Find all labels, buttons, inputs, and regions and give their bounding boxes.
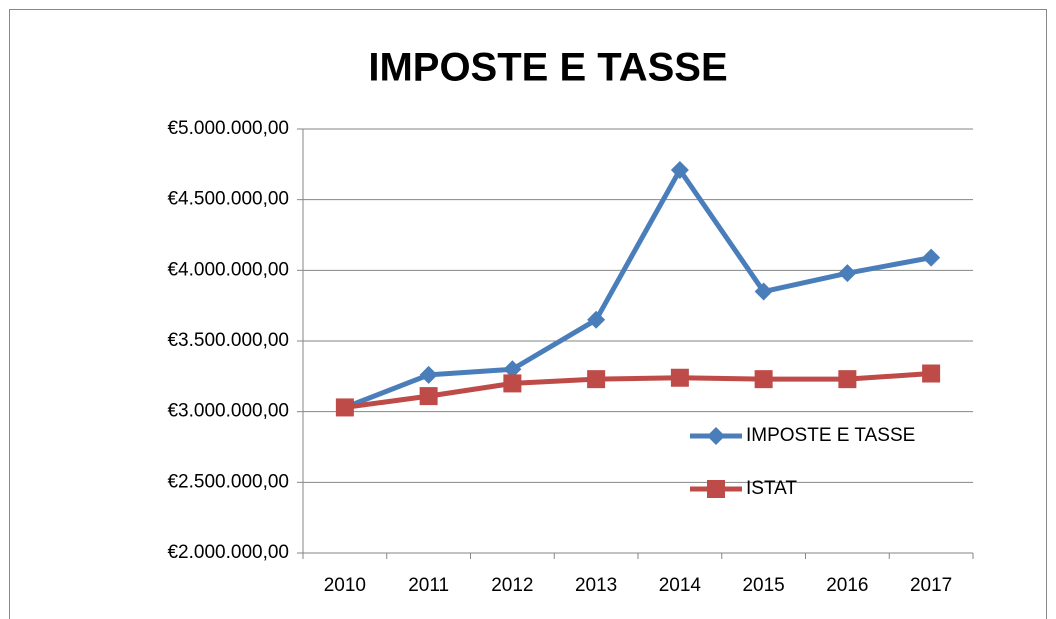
point [838, 370, 857, 389]
y-tick-label: €4.000.000,00 [167, 259, 289, 280]
point [922, 364, 941, 383]
y-tick-label: €2.500.000,00 [167, 471, 289, 492]
x-tick-label: 2016 [826, 575, 868, 596]
y-tick-label: €2.000.000,00 [167, 542, 289, 563]
x-tick-label: 2015 [742, 575, 784, 596]
chart-title: IMPOSTE E TASSE [368, 46, 727, 90]
point [707, 427, 725, 445]
legend-label: ISTAT [746, 478, 797, 499]
y-tick-label: €3.500.000,00 [167, 330, 289, 351]
point [587, 370, 606, 389]
point [503, 360, 522, 379]
x-tick-label: 2014 [659, 575, 702, 596]
point [922, 248, 941, 267]
point [419, 387, 438, 406]
point [838, 264, 857, 283]
chart-frame [9, 9, 1047, 619]
x-tick-label: 2011 [408, 575, 449, 596]
y-tick-label: €5.000.000,00 [167, 118, 289, 139]
point [670, 368, 689, 387]
y-tick-label: €3.000.000,00 [167, 401, 289, 422]
point [670, 160, 689, 179]
point [503, 374, 522, 393]
x-tick-label: 2010 [324, 575, 366, 596]
point [707, 480, 725, 498]
x-tick-label: 2017 [910, 575, 952, 596]
point [754, 370, 773, 389]
series-line [343, 167, 932, 410]
series-line [344, 371, 932, 410]
y-tick-label: €4.500.000,00 [167, 189, 289, 210]
point [754, 282, 773, 301]
point [335, 398, 354, 417]
x-tick-label: 2013 [575, 575, 617, 596]
point [419, 365, 438, 384]
x-tick-label: 2012 [491, 575, 533, 596]
legend-label: IMPOSTE E TASSE [746, 425, 915, 446]
point [587, 310, 606, 329]
